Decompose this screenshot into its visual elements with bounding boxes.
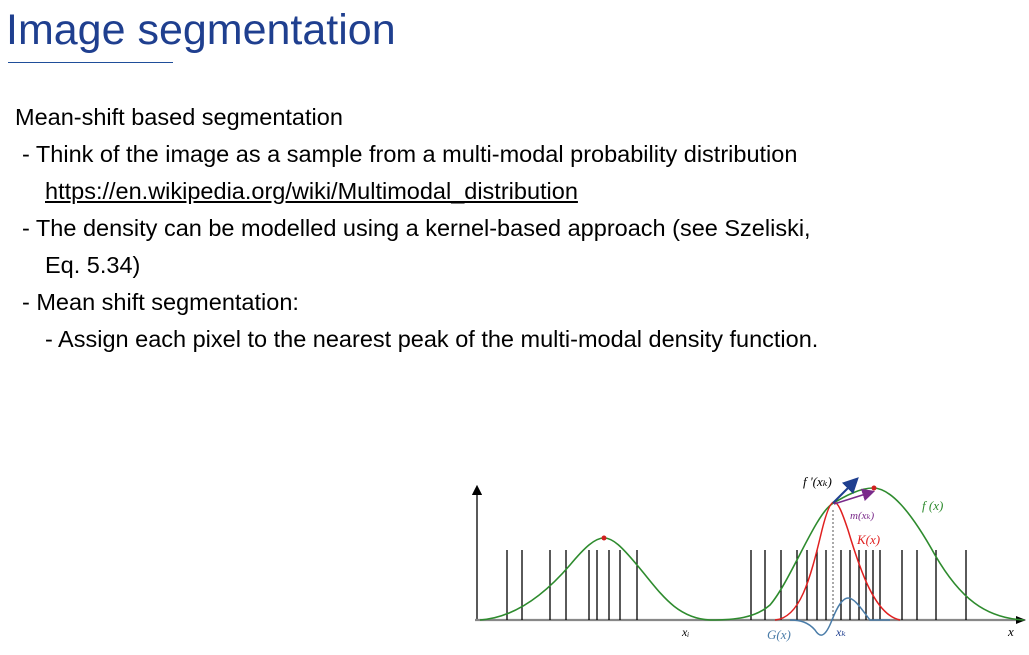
label-x-i: xᵢ xyxy=(681,625,689,639)
label-f-prime: f '(xₖ) xyxy=(803,474,832,489)
label-m: m(xₖ) xyxy=(850,510,875,522)
mean-shift-figure: f '(xₖ) m(xₖ) f (x) K(x) G(x) xᵢ xₖ x xyxy=(470,470,1029,650)
slide-title: Image segmentation xyxy=(6,6,396,54)
derivative-kernel-curve xyxy=(789,597,890,636)
bullet-mean-shift-segmentation: - Mean shift segmentation: xyxy=(22,289,299,315)
mean-shift-arrow-icon xyxy=(833,488,876,505)
kernel-curve xyxy=(774,501,901,621)
mode-marker-left xyxy=(601,535,607,541)
gradient-arrow-icon xyxy=(832,477,859,504)
heading-mean-shift: Mean-shift based segmentation xyxy=(15,104,343,130)
bullet-density-kernel-cont: Eq. 5.34) xyxy=(45,252,141,278)
mean-shift-diagram: f '(xₖ) m(xₖ) f (x) K(x) G(x) xᵢ xₖ x xyxy=(471,474,1026,642)
label-x: x xyxy=(1007,624,1014,639)
mode-marker-right xyxy=(871,485,877,491)
label-f: f (x) xyxy=(922,498,943,513)
sample-points xyxy=(506,550,967,620)
bullet-think-of-image: - Think of the image as a sample from a … xyxy=(22,141,798,167)
label-K: K(x) xyxy=(856,532,880,547)
density-curve xyxy=(479,487,1025,621)
title-underline xyxy=(8,62,173,63)
bullet-density-kernel: - The density can be modelled using a ke… xyxy=(22,215,811,241)
label-x-k: xₖ xyxy=(835,625,846,639)
sub-bullet-assign-pixel: - Assign each pixel to the nearest peak … xyxy=(45,326,819,352)
label-G: G(x) xyxy=(767,627,791,642)
multimodal-distribution-link[interactable]: https://en.wikipedia.org/wiki/Multimodal… xyxy=(45,178,578,204)
